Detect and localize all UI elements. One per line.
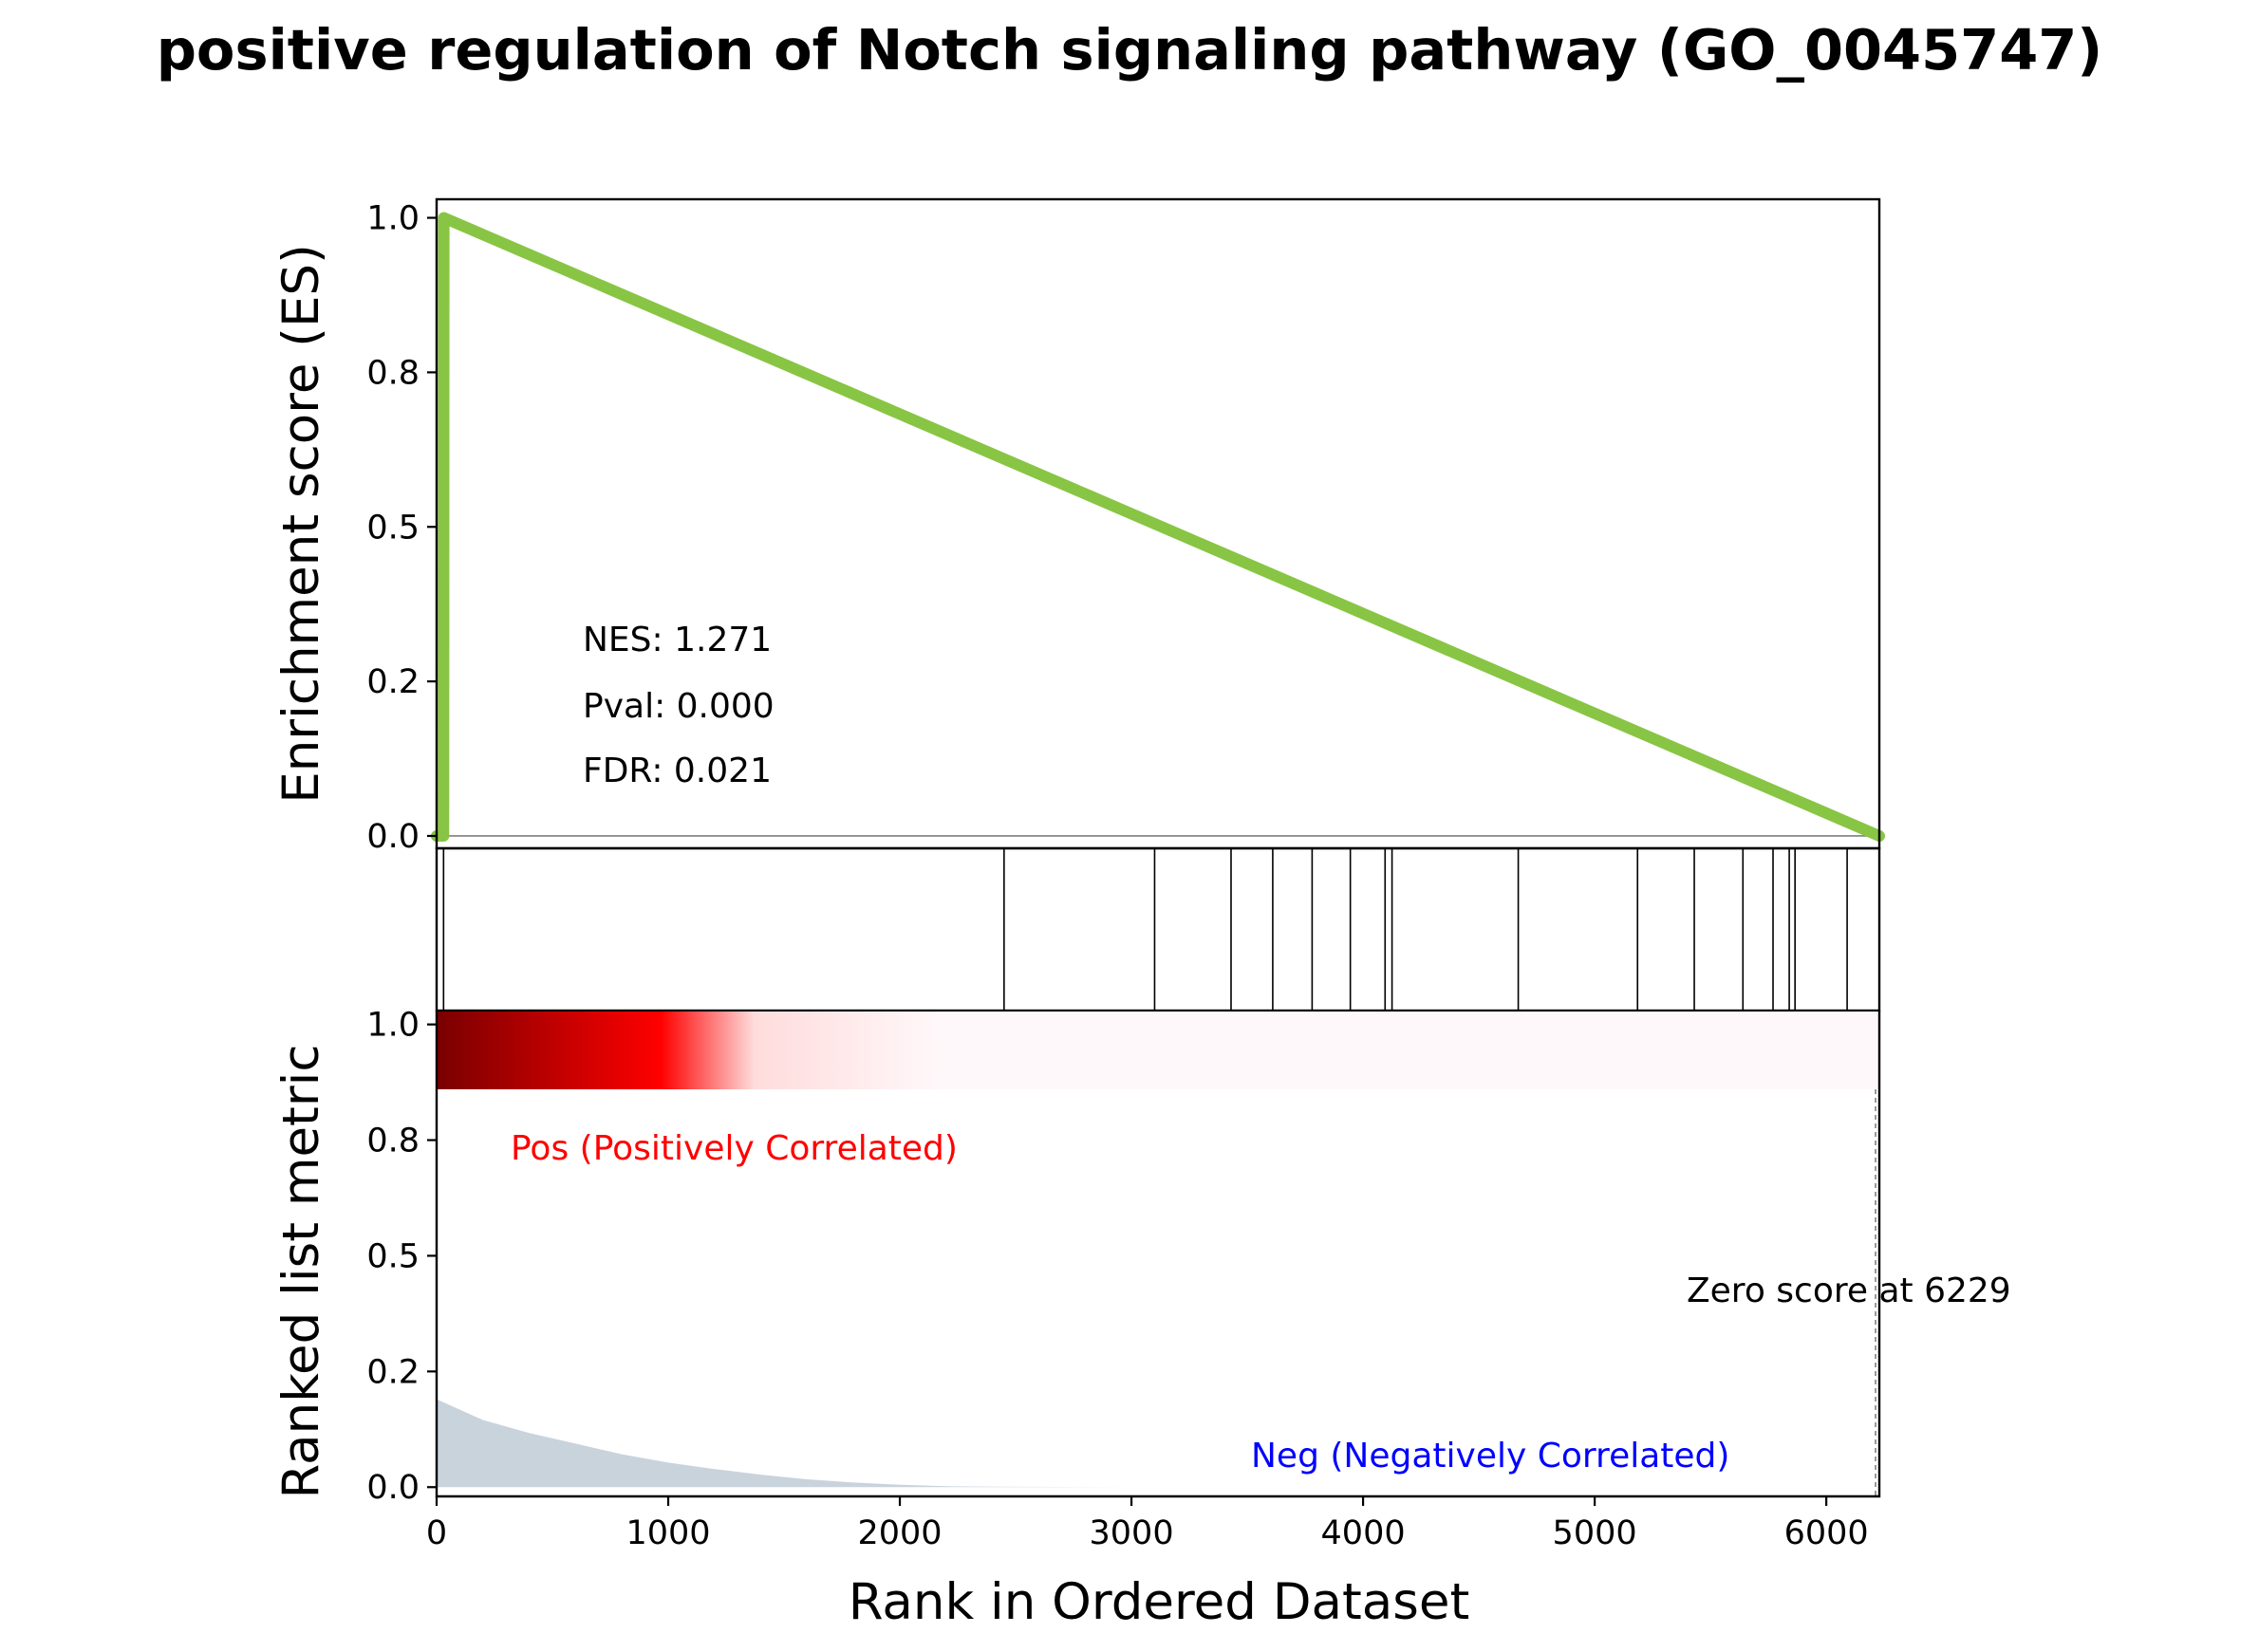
x-tick-label: 4000	[1321, 1514, 1406, 1552]
x-tick-label: 2000	[858, 1514, 943, 1552]
metric-y-ticks: 0.0 0.2 0.5 0.8 1.0	[366, 1007, 437, 1507]
es-y-ticks: 0.0 0.2 0.5 0.8 1.0	[366, 200, 437, 856]
es-panel: 0.0 0.2 0.5 0.8 1.0 NES: 1.271 Pval: 0.000 F…	[272, 197, 1885, 856]
es-y-tick-label: 0.5	[366, 509, 420, 547]
x-tick-label: 0	[426, 1514, 447, 1552]
es-y-tick-label: 0.8	[366, 354, 420, 392]
es-y-tick-label: 1.0	[366, 200, 420, 238]
metric-y-tick-label: 0.0	[366, 1469, 420, 1507]
es-curve	[431, 212, 1885, 842]
nes-label: NES: 1.271	[583, 621, 772, 659]
es-y-axis-label: Enrichment score (ES)	[272, 244, 330, 804]
x-ticks: 0 1000 2000 3000 4000 5000 6000	[426, 1496, 1869, 1552]
hits-panel	[435, 846, 1881, 1012]
x-axis-label: Rank in Ordered Dataset	[849, 1573, 1470, 1631]
fdr-label: FDR: 0.021	[583, 752, 772, 790]
metric-y-tick-label: 0.5	[366, 1237, 420, 1275]
x-tick-label: 3000	[1090, 1514, 1174, 1552]
es-y-tick-label: 0.2	[366, 663, 420, 701]
figure-title: positive regulation of Notch signaling p…	[157, 17, 2103, 83]
metric-y-tick-label: 0.2	[366, 1353, 420, 1391]
hit-lines	[442, 848, 1848, 1011]
metric-y-tick-label: 1.0	[366, 1007, 420, 1045]
x-tick-label: 6000	[1784, 1514, 1869, 1552]
ranked-metric-area	[437, 1399, 1879, 1488]
neg-correlated-label: Neg (Negatively Correlated)	[1251, 1437, 1729, 1476]
metric-panel: 0.0 0.2 0.5 0.8 1.0 Pos (Positively Correlat…	[272, 1007, 2011, 1508]
zero-score-label: Zero score at 6229	[1687, 1271, 2011, 1310]
x-tick-label: 5000	[1553, 1514, 1637, 1552]
hits-panel-frame	[435, 846, 1881, 1012]
pval-label: Pval: 0.000	[583, 687, 775, 726]
es-y-tick-label: 0.0	[366, 818, 420, 856]
metric-panel-frame	[435, 1011, 1881, 1498]
ranking-heatmap	[438, 1012, 1878, 1089]
metric-y-axis-label: Ranked list metric	[272, 1045, 330, 1499]
pos-correlated-label: Pos (Positively Correlated)	[511, 1129, 958, 1168]
x-tick-label: 1000	[625, 1514, 710, 1552]
metric-y-tick-label: 0.8	[366, 1123, 420, 1160]
